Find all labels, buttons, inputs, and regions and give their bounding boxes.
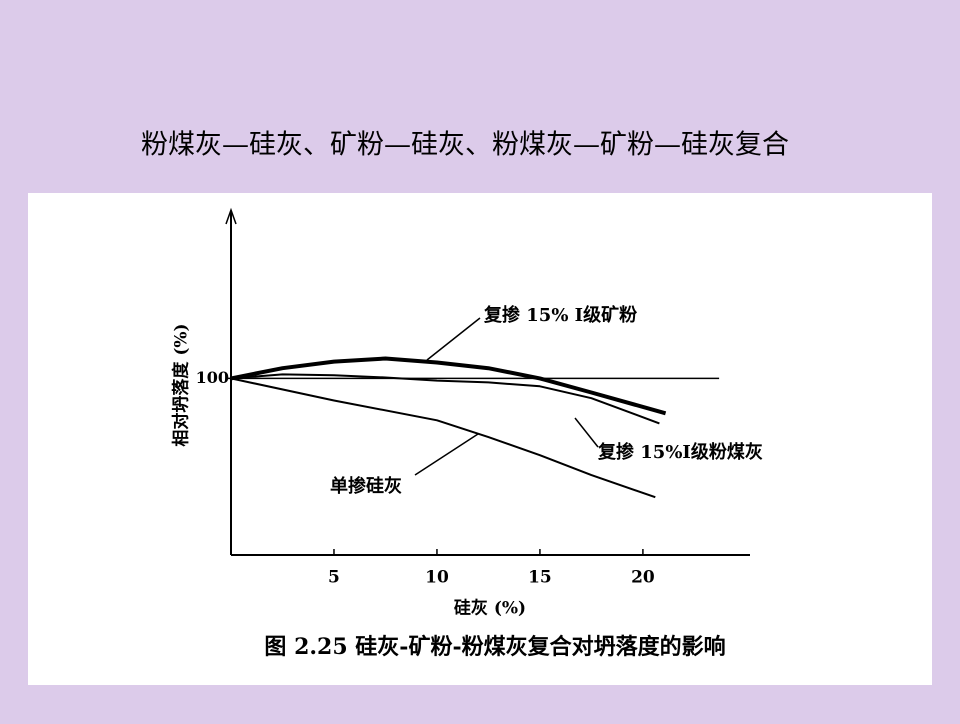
series-line bbox=[230, 377, 656, 499]
x-tick-label: 5 bbox=[328, 568, 340, 588]
y-axis-label: 相对坍落度 (%) bbox=[171, 323, 192, 446]
series-label: 复掺 15% Ⅰ级矿粉 bbox=[483, 304, 637, 326]
series-label: 单掺硅灰 bbox=[330, 475, 402, 497]
chart-caption: 图 2.25 硅灰-矿粉-粉煤灰复合对坍落度的影响 bbox=[264, 634, 725, 660]
leader-line bbox=[426, 317, 481, 361]
y-axis-arrow bbox=[225, 207, 237, 225]
slide-title: 粉煤灰—硅灰、矿粉—硅灰、粉煤灰—矿粉—硅灰复合 bbox=[141, 130, 789, 161]
x-tick-label: 20 bbox=[631, 568, 655, 588]
chart-panel bbox=[28, 193, 932, 685]
chart: 硅灰 (%) 相对坍落度 (%) 图 2.25 硅灰-矿粉-粉煤灰复合对坍落度的… bbox=[171, 207, 750, 660]
series-line bbox=[230, 356, 667, 416]
x-tick-label: 15 bbox=[528, 568, 552, 588]
series-line bbox=[230, 373, 660, 425]
x-tick-label: 10 bbox=[425, 568, 449, 588]
leader-line bbox=[414, 433, 479, 476]
x-axis-label: 硅灰 (%) bbox=[454, 598, 526, 619]
y-tick-label: 100 bbox=[196, 368, 229, 387]
series-label: 复掺 15%Ⅰ级粉煤灰 bbox=[597, 441, 763, 463]
leader-line bbox=[574, 417, 599, 448]
